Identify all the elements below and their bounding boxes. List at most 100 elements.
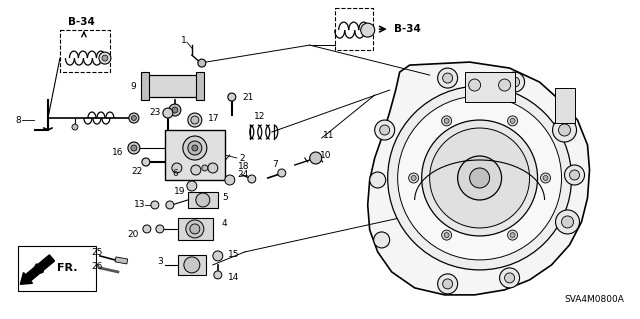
Circle shape [559,124,570,136]
Bar [188,192,218,208]
Circle shape [570,170,580,180]
Text: 5: 5 [222,193,228,203]
Circle shape [374,232,390,248]
Text: 15: 15 [228,250,239,259]
Bar [60,30,110,72]
Text: 9: 9 [130,82,136,91]
Circle shape [184,257,200,273]
Text: 10: 10 [320,151,332,160]
Circle shape [208,163,218,173]
Circle shape [438,68,458,88]
Circle shape [131,115,136,121]
Text: 11: 11 [323,130,334,139]
Circle shape [169,104,181,116]
Circle shape [500,268,520,288]
Circle shape [444,118,449,123]
Text: 16: 16 [112,147,124,157]
Text: 18: 18 [238,162,250,172]
Circle shape [192,145,198,151]
Text: 20: 20 [127,230,139,240]
Circle shape [187,181,197,191]
Text: 14: 14 [228,273,239,282]
Circle shape [468,79,481,91]
Bar [196,72,204,100]
Circle shape [186,220,204,238]
Bar [18,246,96,291]
Bar [178,255,206,275]
Circle shape [163,108,173,118]
Text: 13: 13 [134,200,146,210]
Circle shape [458,156,502,200]
Circle shape [129,113,139,123]
Text: 21: 21 [243,93,254,101]
Circle shape [102,55,108,61]
Bar [141,72,149,100]
Circle shape [504,273,515,283]
Bar [145,75,200,97]
Circle shape [510,233,515,238]
Circle shape [172,163,182,173]
Text: 22: 22 [131,167,143,176]
Bar [165,130,225,180]
Circle shape [225,175,235,185]
Circle shape [361,23,374,37]
Text: FR.: FR. [57,263,77,273]
Text: 6: 6 [172,169,178,179]
Circle shape [543,175,548,181]
Circle shape [188,141,202,155]
Circle shape [370,172,386,188]
Circle shape [128,142,140,154]
Circle shape [151,201,159,209]
Text: B-34: B-34 [68,17,95,27]
Circle shape [190,224,200,234]
Circle shape [213,251,223,261]
Circle shape [443,279,452,289]
FancyArrow shape [20,255,54,284]
Text: B-34: B-34 [394,24,420,34]
Circle shape [278,169,286,177]
Text: 1: 1 [181,36,187,45]
Circle shape [374,120,395,140]
Circle shape [380,125,390,135]
Text: 12: 12 [254,112,266,121]
Circle shape [156,225,164,233]
Circle shape [143,225,151,233]
Circle shape [172,107,178,113]
Circle shape [214,271,222,279]
Circle shape [556,210,580,234]
Text: 19: 19 [174,188,186,197]
Circle shape [442,116,452,126]
Circle shape [504,72,525,92]
Circle shape [429,128,529,228]
Circle shape [142,158,150,166]
Circle shape [388,86,572,270]
Circle shape [442,230,452,240]
Circle shape [561,216,573,228]
Bar [465,72,515,102]
Circle shape [409,173,419,183]
Circle shape [202,165,208,171]
Circle shape [499,79,511,91]
Text: 7: 7 [272,160,278,169]
Text: 17: 17 [208,114,220,122]
Bar [335,8,372,50]
Circle shape [508,116,518,126]
Circle shape [541,173,550,183]
Circle shape [564,165,584,185]
Text: 25: 25 [92,249,102,257]
Circle shape [422,120,538,236]
Circle shape [166,201,174,209]
Text: 8: 8 [15,115,21,124]
Circle shape [183,136,207,160]
Circle shape [198,59,206,67]
Circle shape [444,233,449,238]
Circle shape [228,93,236,101]
Circle shape [510,118,515,123]
Text: 3: 3 [157,257,163,266]
Text: 24: 24 [238,170,249,180]
Text: 26: 26 [92,263,102,271]
Circle shape [191,165,201,175]
Circle shape [470,168,490,188]
Text: 4: 4 [222,219,227,228]
Text: SVA4M0800A: SVA4M0800A [564,295,625,304]
